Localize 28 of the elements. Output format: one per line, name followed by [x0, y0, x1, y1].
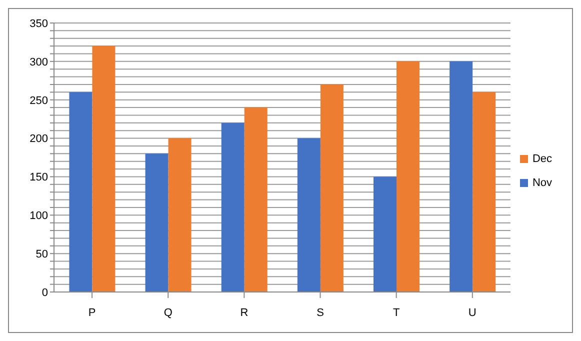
- y-tick-label: 50: [36, 248, 48, 260]
- bar: [297, 138, 320, 292]
- bar: [472, 92, 496, 292]
- x-tick-label: Q: [164, 306, 173, 319]
- legend-label: Nov: [532, 176, 552, 188]
- bar: [168, 138, 192, 292]
- x-tick-label: T: [392, 306, 400, 319]
- bar: [92, 46, 116, 292]
- bar: [244, 108, 268, 292]
- bar: [320, 84, 344, 292]
- x-tick-label: S: [316, 306, 324, 319]
- bar: [396, 61, 420, 292]
- x-tick-label: R: [240, 306, 248, 319]
- legend-label: Dec: [532, 152, 552, 164]
- y-tick-label: 300: [30, 56, 48, 68]
- y-tick-label: 0: [42, 286, 48, 299]
- y-tick-label: 200: [30, 133, 48, 146]
- y-tick-label: 100: [30, 210, 48, 222]
- bar: [450, 61, 473, 292]
- bar: [69, 92, 92, 292]
- x-tick-label: U: [468, 306, 476, 319]
- y-tick-label: 250: [30, 94, 48, 107]
- y-tick-label: 150: [30, 172, 48, 184]
- x-tick-label: P: [88, 306, 96, 319]
- bar: [145, 154, 168, 292]
- y-tick-label: 350: [30, 18, 48, 30]
- bar: [374, 176, 397, 292]
- bar: [221, 122, 244, 292]
